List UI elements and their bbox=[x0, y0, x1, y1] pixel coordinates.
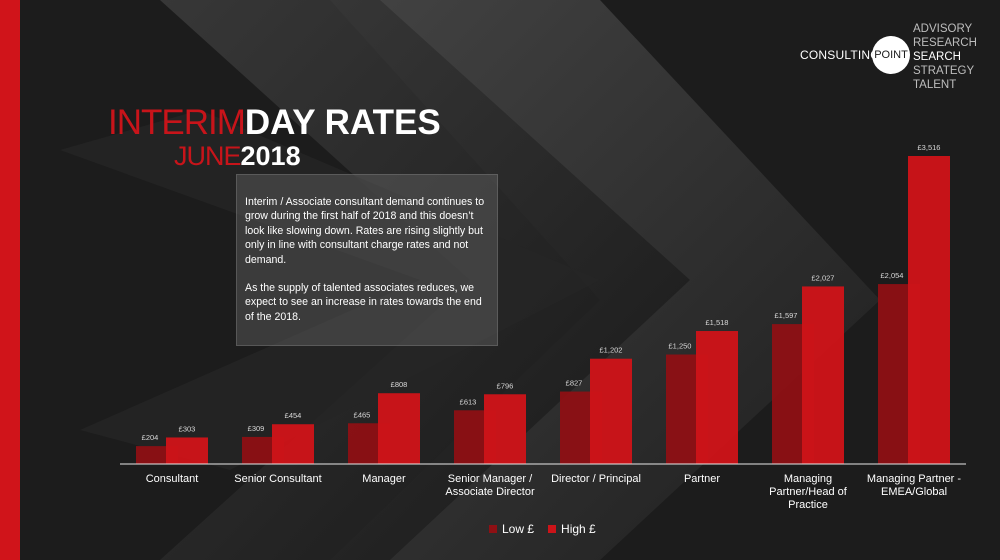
description-paragraph-2: As the supply of talented associates red… bbox=[245, 282, 482, 323]
category-label: Partner bbox=[684, 473, 720, 485]
data-label-high: £454 bbox=[285, 411, 302, 420]
data-label-low: £309 bbox=[248, 424, 265, 433]
bar-high bbox=[590, 358, 632, 464]
title-month: JUNE bbox=[174, 141, 242, 171]
data-label-high: £796 bbox=[497, 381, 514, 390]
data-label-low: £827 bbox=[566, 379, 583, 388]
category-label: Senior Consultant bbox=[234, 473, 321, 485]
category-label: Managing bbox=[784, 473, 832, 485]
category-label: Senior Manager / bbox=[448, 473, 533, 485]
bar-high bbox=[484, 394, 526, 464]
data-label-low: £613 bbox=[460, 397, 477, 406]
brand-services: ADVISORY RESEARCH SEARCH STRATEGY TALENT bbox=[913, 22, 977, 92]
page-title: INTERIMDAY RATES JUNE2018 bbox=[108, 103, 441, 171]
legend-swatch-high bbox=[548, 524, 557, 533]
category-label: EMEA/Global bbox=[881, 486, 947, 498]
category-label: Director / Principal bbox=[551, 473, 641, 485]
category-label: Consultant bbox=[146, 473, 199, 485]
brand-service: SEARCH bbox=[913, 51, 961, 63]
bar-high bbox=[802, 286, 844, 464]
data-label-low: £465 bbox=[354, 410, 371, 419]
data-label-high: £1,202 bbox=[600, 346, 623, 355]
bar-high bbox=[272, 424, 314, 464]
legend-swatch-low bbox=[489, 524, 497, 533]
brand-service: RESEARCH bbox=[913, 37, 977, 49]
brand-service: ADVISORY bbox=[913, 23, 973, 35]
accent-red-bar bbox=[0, 0, 20, 560]
legend-label-low: Low £ bbox=[502, 521, 535, 536]
title-interim: INTERIM bbox=[108, 103, 246, 142]
bar-high bbox=[908, 156, 950, 464]
description-box: Interim / Associate consultant demand co… bbox=[236, 174, 498, 346]
data-label-low: £1,250 bbox=[669, 342, 692, 351]
data-label-high: £808 bbox=[391, 380, 408, 389]
brand-company: CONSULTING bbox=[800, 48, 880, 62]
description-paragraph-1: Interim / Associate consultant demand co… bbox=[245, 196, 485, 266]
data-label-low: £204 bbox=[142, 433, 159, 442]
title-day-rates: DAY RATES bbox=[244, 103, 441, 142]
data-label-high: £3,516 bbox=[918, 143, 941, 152]
brand-service: STRATEGY bbox=[913, 65, 975, 77]
chart-legend: Low £ High £ bbox=[489, 521, 596, 536]
bar-high bbox=[166, 437, 208, 464]
category-label: Managing Partner - bbox=[867, 473, 961, 485]
data-label-high: £1,518 bbox=[706, 318, 729, 327]
data-label-low: £1,597 bbox=[775, 311, 798, 320]
brand-service: TALENT bbox=[913, 79, 957, 91]
legend-label-high: High £ bbox=[561, 521, 596, 536]
brand-circle: POINT bbox=[872, 36, 910, 74]
data-label-low: £2,054 bbox=[881, 271, 904, 280]
category-label: Manager bbox=[362, 473, 406, 485]
category-label: Partner/Head of bbox=[769, 486, 848, 498]
title-year: 2018 bbox=[240, 141, 301, 171]
data-label-high: £2,027 bbox=[812, 273, 835, 282]
bar-high bbox=[696, 331, 738, 464]
category-label: Practice bbox=[788, 499, 828, 511]
category-label: Associate Director bbox=[445, 486, 535, 498]
bar-high bbox=[378, 393, 420, 464]
data-label-high: £303 bbox=[179, 424, 196, 433]
